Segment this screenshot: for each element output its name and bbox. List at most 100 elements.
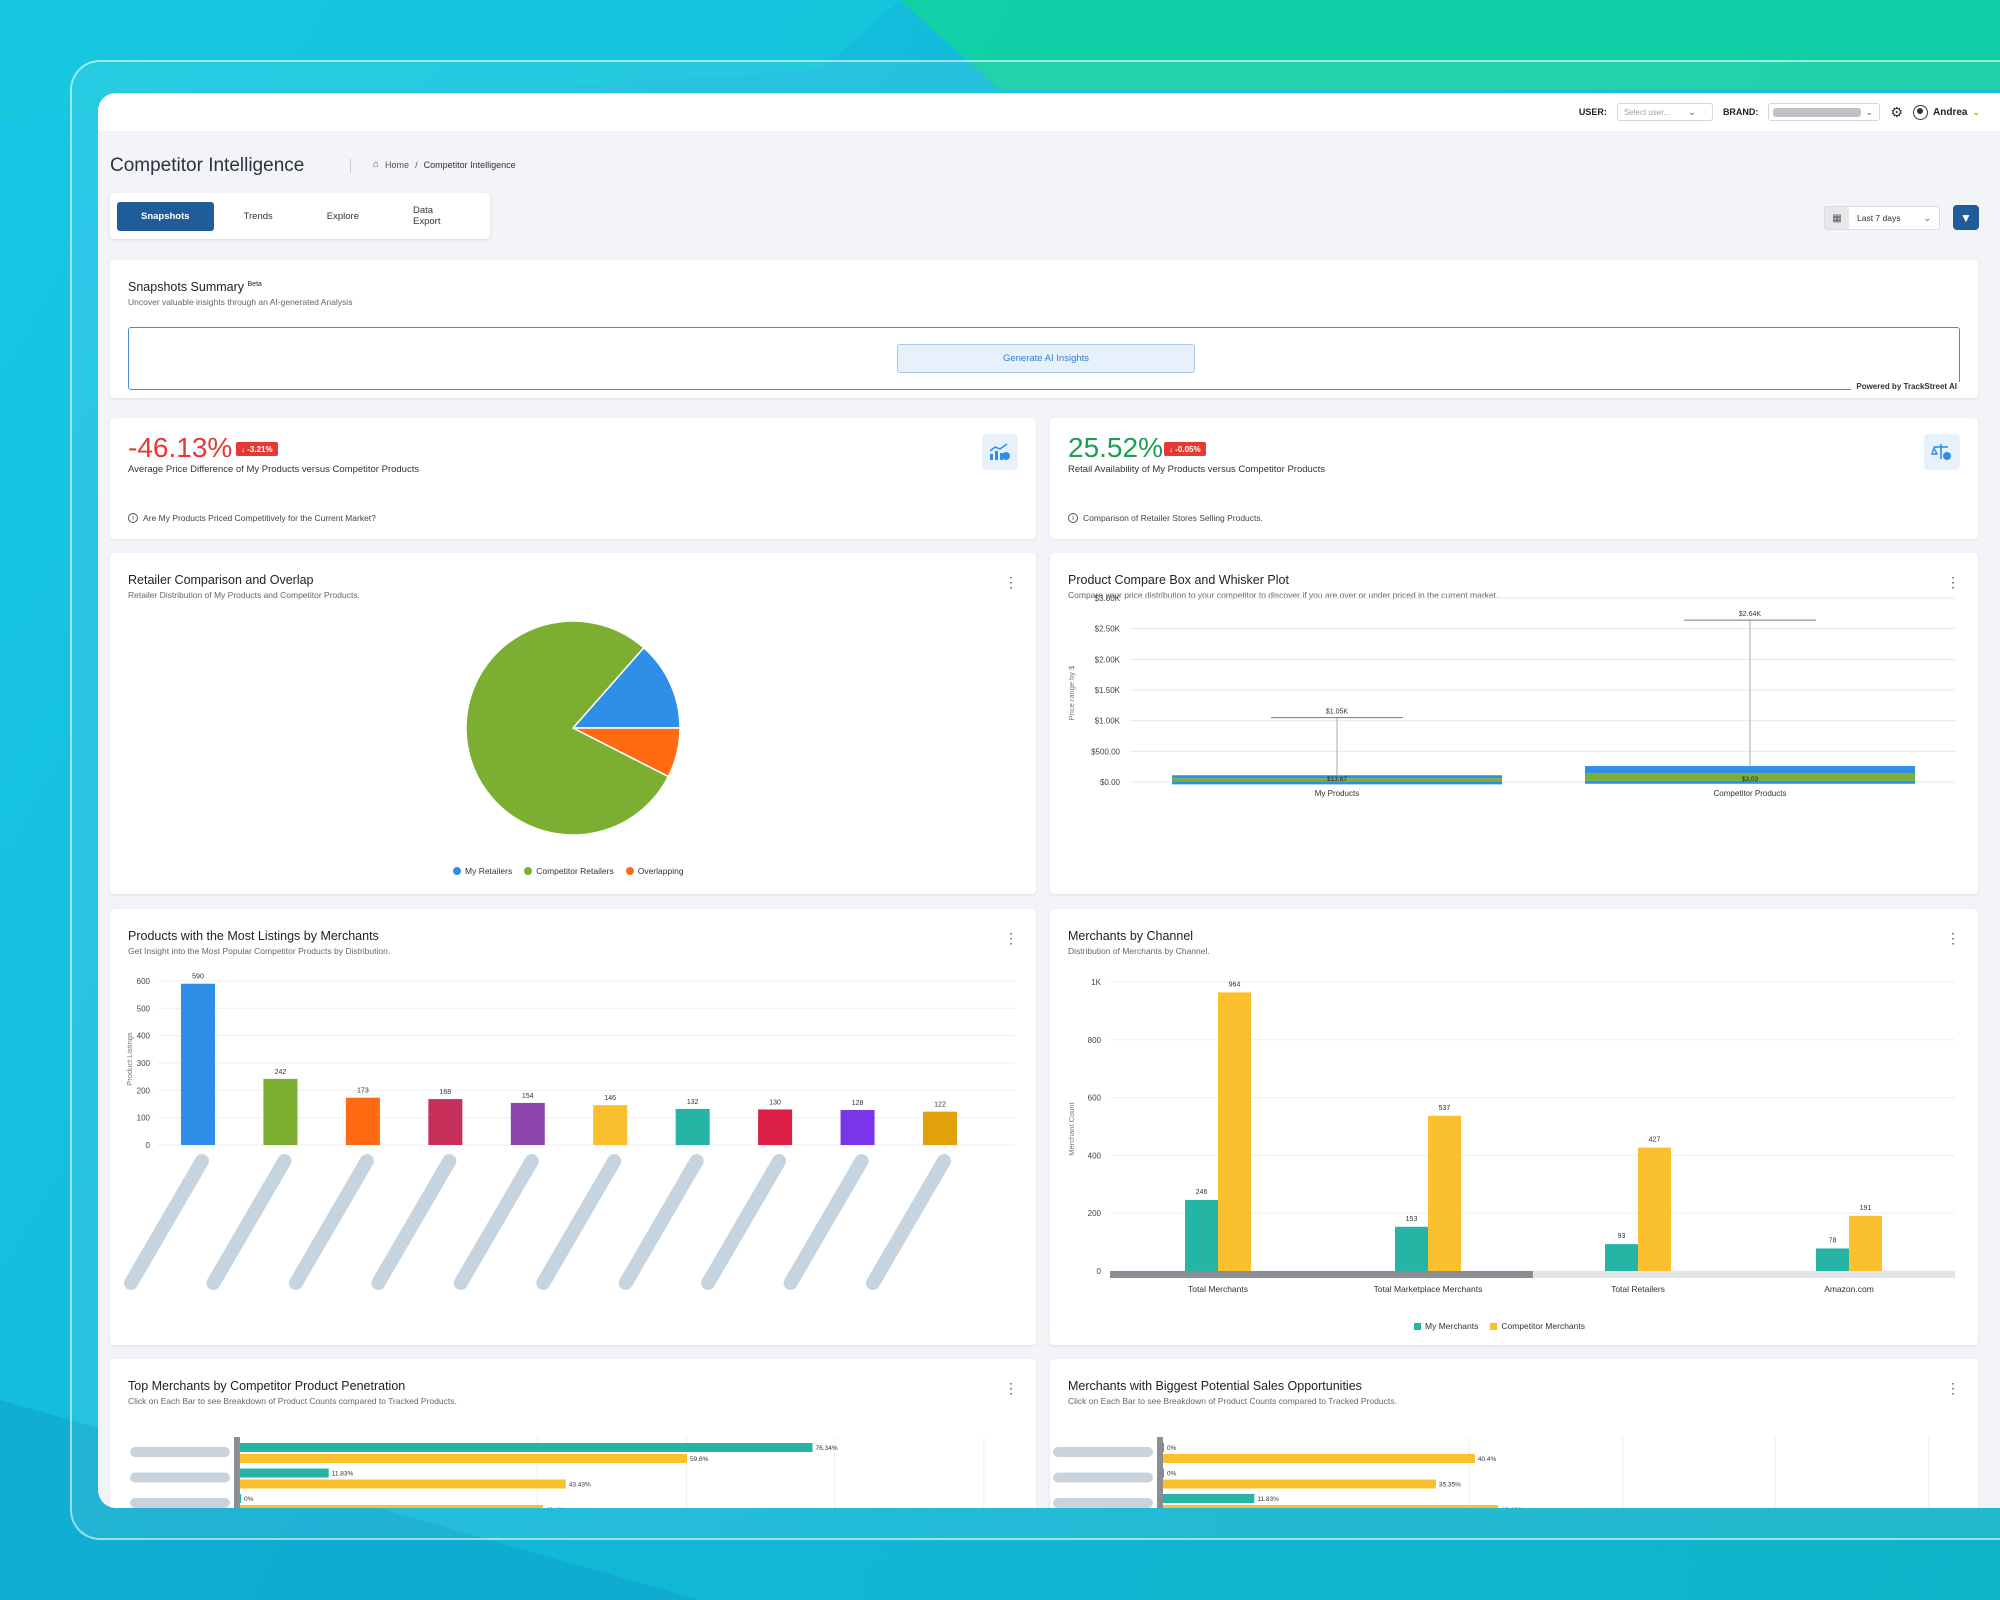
y-tick-label: $0.00 <box>1100 778 1121 787</box>
redacted-x-label <box>371 1154 457 1290</box>
data-label: 246 <box>1196 1189 1208 1196</box>
title-divider <box>350 159 351 173</box>
y-tick-label: $1.00K <box>1095 717 1121 726</box>
redacted-x-label <box>783 1154 869 1290</box>
tab-data-export[interactable]: Data Export <box>413 205 441 227</box>
redacted-x-label <box>701 1154 787 1290</box>
bar <box>240 1505 543 1508</box>
bar <box>1816 1248 1849 1271</box>
data-label: 130 <box>769 1099 781 1106</box>
kpi-price-card: -46.13% ↓ -3.21% Average Price Differenc… <box>110 418 1036 539</box>
penetration-card-subtitle: Click on Each Bar to see Breakdown of Pr… <box>128 1396 457 1406</box>
chevron-down-icon: ⌄ <box>1972 106 1980 117</box>
brand-select[interactable]: ⌄ <box>1768 103 1881 121</box>
user-select[interactable]: Select user... ⌄ <box>1616 103 1713 121</box>
legend-label: My Retailers <box>465 866 513 876</box>
data-label: 154 <box>522 1093 534 1100</box>
bar <box>1163 1494 1255 1503</box>
tab-bar: Snapshots Trends Explore Data Export <box>110 193 490 239</box>
generate-ai-insights-button[interactable]: Generate AI Insights <box>897 344 1195 373</box>
kpi-price-note-text: Are My Products Priced Competitively for… <box>143 513 376 523</box>
filter-icon: ▼ <box>1960 210 1972 225</box>
channel-card-subtitle: Distribution of Merchants by Channel. <box>1068 946 1210 956</box>
y-tick-label: 0 <box>1097 1267 1102 1276</box>
redacted-y-label <box>1053 1447 1153 1457</box>
price-trend-icon <box>982 434 1018 470</box>
bar <box>840 1110 875 1145</box>
y-tick-label: 400 <box>137 1032 151 1041</box>
chevron-down-icon: ⌄ <box>1688 106 1696 117</box>
bar <box>1163 1505 1499 1508</box>
kpi-availability-note: i Comparison of Retailer Stores Selling … <box>1068 513 1263 523</box>
kebab-menu-icon[interactable]: ⋮ <box>1004 574 1018 590</box>
redacted-y-label <box>1053 1472 1153 1483</box>
y-axis-label: Price range by $ <box>1067 665 1076 720</box>
kebab-menu-icon[interactable]: ⋮ <box>1946 574 1960 590</box>
redacted-x-label <box>206 1154 292 1290</box>
legend-item[interactable]: My Retailers <box>453 866 512 876</box>
bar <box>1163 1479 1436 1489</box>
kpi-availability-change: -0.05% <box>1175 444 1201 454</box>
user-menu[interactable]: Andrea ⌄ <box>1913 104 1980 120</box>
data-label: 146 <box>604 1095 616 1102</box>
legend-item[interactable]: Competitor Retailers <box>524 866 614 876</box>
brand-label: BRAND: <box>1722 107 1759 117</box>
data-label: 242 <box>275 1069 287 1076</box>
scale-icon <box>1924 434 1960 470</box>
data-label: 427 <box>1649 1137 1661 1144</box>
gear-icon[interactable]: ⚙ <box>1890 103 1903 120</box>
bar <box>510 1102 545 1145</box>
redacted-x-label <box>618 1154 704 1290</box>
legend-item[interactable]: My Merchants <box>1414 1321 1478 1331</box>
min-label: $13.67 <box>1327 776 1347 783</box>
breadcrumb-home[interactable]: Home <box>385 159 410 170</box>
legend-item[interactable]: Competitor Merchants <box>1490 1321 1585 1331</box>
date-range-select[interactable]: ▦ Last 7 days ⌄ <box>1824 206 1940 230</box>
data-label: 128 <box>852 1100 864 1107</box>
bar <box>593 1105 628 1145</box>
tab-trends[interactable]: Trends <box>243 210 273 222</box>
bar <box>923 1111 958 1145</box>
listings-card-subtitle: Get Insight into the Most Popular Compet… <box>128 946 391 956</box>
pie-slice <box>465 620 670 836</box>
channel-card-title: Merchants by Channel <box>1068 929 1194 943</box>
bar <box>240 1468 329 1478</box>
redacted-y-label <box>130 1472 230 1483</box>
box-upper <box>1585 766 1915 774</box>
tab-snapshots[interactable]: Snapshots <box>117 201 214 231</box>
user-select-placeholder: Select user... <box>1623 107 1671 117</box>
y-tick-label: 200 <box>1088 1209 1102 1218</box>
kebab-menu-icon[interactable]: ⋮ <box>1946 930 1960 946</box>
kebab-menu-icon[interactable]: ⋮ <box>1004 1380 1018 1396</box>
kpi-price-value: -46.13% <box>128 432 233 463</box>
data-label: 11.83% <box>332 1471 354 1478</box>
bar <box>345 1097 380 1145</box>
data-label: 43.43% <box>1501 1507 1523 1508</box>
channel-legend: My Merchants Competitor Merchants <box>1414 1321 1585 1331</box>
breadcrumb-current: Competitor Intelligence <box>423 159 516 170</box>
snapshots-summary-card: Snapshots Summary Beta Uncover valuable … <box>110 260 1978 398</box>
kebab-menu-icon[interactable]: ⋮ <box>1004 930 1018 946</box>
legend-item[interactable]: Overlapping <box>625 866 684 876</box>
y-tick-label: 600 <box>1088 1094 1102 1103</box>
x-tick-label: Competitor Products <box>1714 789 1787 798</box>
redacted-y-label <box>130 1498 230 1508</box>
legend-label: Competitor Retailers <box>536 866 614 876</box>
scrollbar-thumb <box>234 1437 240 1508</box>
kpi-availability-card: 25.52% ↓ -0.05% Retail Availability of M… <box>1050 418 1978 539</box>
top-bar: USER: Select user... ⌄ BRAND: ⌄ ⚙ Andrea… <box>98 93 2000 131</box>
redacted-x-label <box>536 1154 622 1290</box>
y-tick-label: 500 <box>137 1004 151 1013</box>
kpi-price-note: i Are My Products Priced Competitively f… <box>128 513 376 523</box>
listings-card: Products with the Most Listings by Merch… <box>110 909 1036 1345</box>
avatar <box>1913 104 1928 120</box>
home-icon[interactable]: ⌂ <box>373 159 380 170</box>
y-tick-label: $2.50K <box>1095 625 1121 634</box>
filter-button[interactable]: ▼ <box>1953 205 1979 230</box>
box-whisker-chart: $0.00 $500.00 $1.00K $1.50K $2.00K $2.50K $3.0… <box>1067 594 1955 798</box>
tab-explore[interactable]: Explore <box>326 210 359 222</box>
y-tick-label: $3.00K <box>1095 594 1121 603</box>
y-tick-label: 400 <box>1088 1151 1102 1160</box>
kebab-menu-icon[interactable]: ⋮ <box>1946 1380 1960 1396</box>
data-label: 35.35% <box>1439 1482 1461 1489</box>
